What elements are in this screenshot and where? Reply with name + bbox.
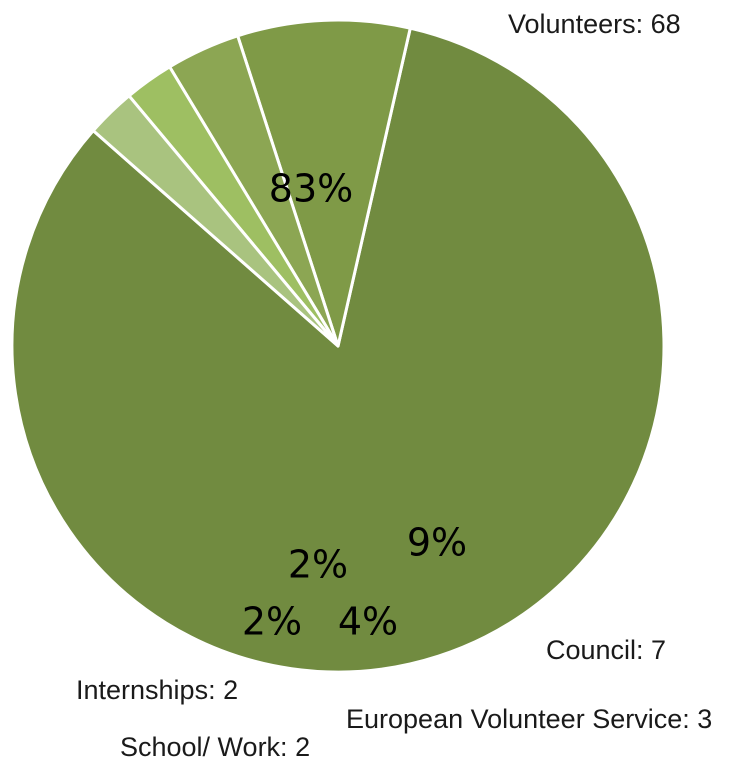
percent-label: 2%	[242, 600, 302, 644]
percent-labels: 83% 9%4% 2% 2%	[242, 167, 467, 644]
category-label: European Volunteer Service: 3	[346, 704, 712, 734]
percent-label: 4%	[338, 600, 398, 644]
percent-label: 9%	[407, 521, 467, 565]
pie-slice-internships	[91, 94, 340, 348]
category-label: Volunteers: 68	[508, 9, 681, 39]
category-label: School/ Work: 2	[120, 732, 310, 762]
category-labels: Volunteers: 68 Council: 7 European Volunte…	[76, 9, 712, 762]
pie-slices	[10, 18, 666, 674]
pie-slice-council	[236, 18, 412, 348]
percent-label: 2%	[288, 543, 348, 587]
category-label: Council: 7	[546, 635, 666, 665]
percent-label: 83%	[269, 167, 353, 211]
category-label: Internships: 2	[76, 675, 238, 705]
pie-slice-volunteers	[10, 26, 666, 674]
